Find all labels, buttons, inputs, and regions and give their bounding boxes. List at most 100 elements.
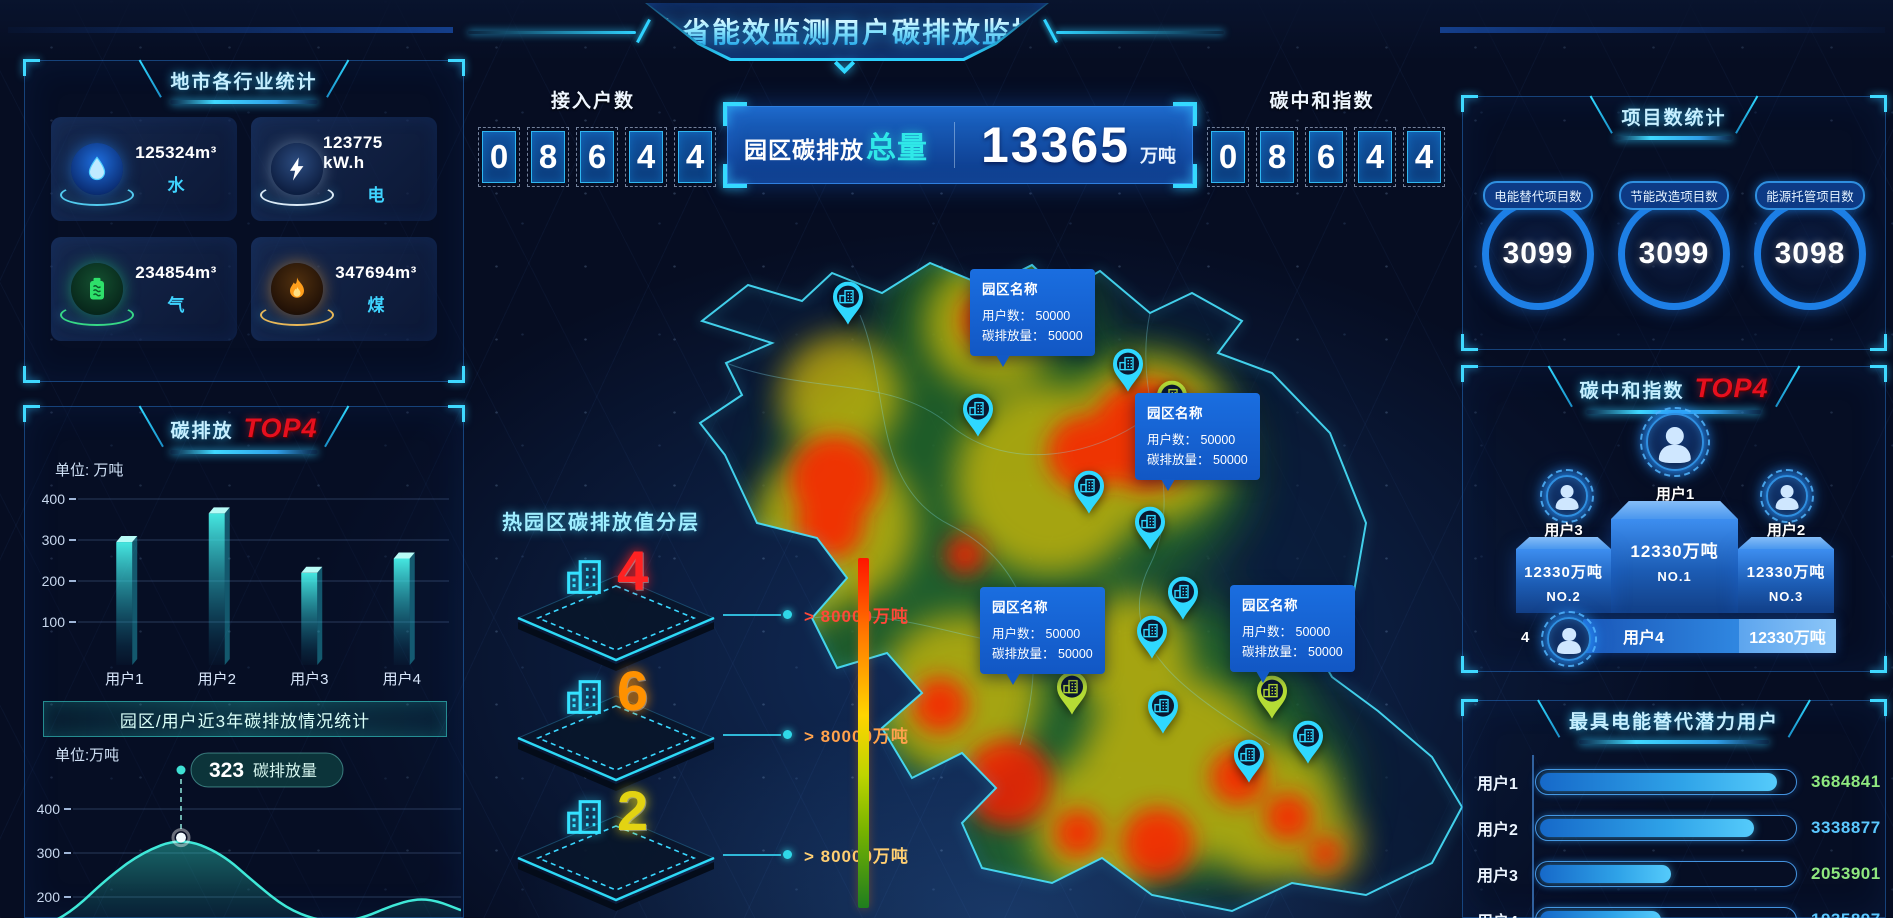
total-emission-label: 园区碳排放总量 (743, 132, 928, 165)
stat-value: 123775 kW.h (323, 132, 383, 172)
divider (953, 122, 955, 168)
digit-box: 8 (527, 127, 569, 187)
stat-card-coal: 347694m³ 煤 (251, 237, 437, 341)
history-stats-button[interactable]: 园区/用户近3年碳排放情况统计 (43, 701, 447, 737)
user-value: 3684841 (1811, 772, 1881, 791)
digit-box: 0 (478, 127, 520, 187)
header-title-plate: 全省能效监测用户碳排放监控 (645, 3, 1049, 61)
park-marker-pin[interactable] (831, 281, 865, 326)
dot-icon (783, 850, 792, 859)
rank1-value: 12330万吨 (1630, 542, 1719, 561)
podium-third: 12330万吨 NO.3 (1738, 537, 1834, 613)
project-circle: 3099 (1618, 198, 1730, 310)
stat-label: 水 (167, 175, 185, 195)
stat-card-gas: 234854m³ 气 (51, 237, 237, 341)
tooltip-users: 用户数： 50000 (1242, 625, 1331, 639)
access-digits: 0 8 6 4 4 (478, 127, 716, 187)
park-tooltip: 园区名称 用户数： 50000 碳排放量： 50000 (1230, 585, 1355, 683)
progress-fill (1540, 819, 1755, 837)
project-stat: 能源托管项目数 3098 (1743, 181, 1877, 310)
user-value: 3338877 (1811, 818, 1881, 837)
svg-text:400: 400 (42, 491, 66, 507)
user-value: 2053901 (1811, 864, 1881, 883)
water-drop-icon (60, 143, 134, 206)
potential-user-row: 用户3 2053901 (1477, 851, 1880, 897)
layers-section-title: 热园区碳排放值分层 (502, 512, 700, 534)
avatar-ring (1640, 407, 1710, 477)
svg-text:323: 323 (209, 759, 244, 782)
neutral-index-group: 碳中和指数 0 8 6 4 4 (1207, 86, 1445, 187)
park-marker-pin[interactable] (1232, 739, 1266, 784)
podium-second: 12330万吨 NO.2 (1516, 537, 1611, 613)
rank4-user: 用户4 (1623, 630, 1664, 647)
gas-tank-icon (60, 263, 134, 326)
park-marker-pin[interactable] (1146, 690, 1180, 735)
neutral-digits: 0 8 6 4 4 (1207, 127, 1445, 187)
progress-fill (1540, 911, 1661, 918)
panel-title: 地市各行业统计 (170, 72, 318, 93)
layer-threshold: > 80000万吨 (804, 847, 909, 866)
svg-text:用户4: 用户4 (383, 671, 421, 688)
svg-text:用户2: 用户2 (198, 671, 236, 688)
dot-icon (783, 610, 792, 619)
rank2-value: 12330万吨 (1524, 564, 1603, 581)
potential-rows: 用户1 3684841 用户2 3338877 用户3 (1477, 759, 1880, 918)
tooltip-title: 园区名称 (982, 282, 1038, 297)
platform-icon (516, 695, 716, 791)
bar-axis-line (1532, 755, 1534, 918)
emission-top4-panel: 碳排放 TOP4 单位: 万吨 400 300 200 100 用户1 用户2 用户3 用户4… (23, 405, 465, 918)
dot-icon (783, 730, 792, 739)
digit-box: 6 (1305, 127, 1347, 187)
park-marker-pin[interactable] (1133, 506, 1167, 551)
tooltip-title: 园区名称 (992, 600, 1048, 615)
project-label: 电能替代项目数 (1483, 181, 1593, 210)
emission-bar-chart: 400 300 200 100 用户1 用户2 用户3 用户4 (42, 491, 449, 688)
rank1-rank: NO.1 (1657, 569, 1692, 584)
park-marker-pin[interactable] (1055, 671, 1089, 716)
layer-link: > 80000万吨 (723, 722, 909, 747)
progress-track (1535, 861, 1797, 887)
rank1-user: 用户1 (1655, 486, 1695, 503)
park-marker-pin[interactable] (1111, 348, 1145, 393)
park-marker-pin[interactable] (1255, 675, 1289, 720)
digit-box: 4 (625, 127, 667, 187)
tooltip-emission: 碳排放量： 50000 (1147, 453, 1248, 467)
panel-title-tab: 项目数统计 (1587, 95, 1760, 140)
park-marker-pin[interactable] (1166, 576, 1200, 621)
user-label: 用户3 (1477, 868, 1518, 885)
park-marker-pin[interactable] (961, 393, 995, 438)
panel-title: 碳中和指数 (1579, 381, 1685, 402)
svg-text:100: 100 (42, 614, 66, 630)
building-icon (561, 794, 607, 840)
project-circles: 电能替代项目数 3099 节能改造项目数 3099 能源托管项目数 3098 (1469, 181, 1879, 310)
bracket-icon (723, 164, 747, 188)
panel-title-tab: 最具电能替代潜力用户 (1535, 699, 1813, 744)
coal-flame-icon (260, 263, 334, 326)
projects-panel: 项目数统计 电能替代项目数 3099 节能改造项目数 3099 (1461, 95, 1887, 351)
park-marker-pin[interactable] (1135, 615, 1169, 660)
rank4-index: 4 (1521, 629, 1530, 646)
header-line-right (1056, 31, 1224, 34)
park-marker-pin[interactable] (1072, 470, 1106, 515)
park-tooltip: 园区名称 用户数： 50000 碳排放量： 50000 (980, 587, 1105, 685)
potential-users-panel: 最具电能替代潜力用户 用户1 3684841 用户2 (1461, 699, 1887, 918)
stat-card-water: 125324m³ 水 (51, 117, 237, 221)
avatar-ring (1540, 469, 1594, 523)
panel-title: 碳排放 (170, 421, 234, 442)
page-title: 全省能效监测用户碳排放监控 (652, 11, 1042, 51)
user-value: 1935897 (1811, 910, 1881, 918)
park-tooltip: 园区名称 用户数： 50000 碳排放量： 50000 (1135, 393, 1260, 491)
digit-box: 8 (1256, 127, 1298, 187)
park-marker-pin[interactable] (1291, 720, 1325, 765)
digit-box: 4 (1403, 127, 1445, 187)
rank3-value: 12330万吨 (1746, 564, 1826, 581)
project-count: 3099 (1502, 237, 1574, 270)
bar-chart-unit: 单位: 万吨 (55, 462, 124, 479)
layer-row: 2 > 80000万吨 (495, 779, 925, 914)
progress-fill (1540, 865, 1672, 883)
project-circle: 3099 (1482, 198, 1594, 310)
avatar-rank1 (1646, 413, 1704, 471)
stat-cards: 125324m³ 水 123775 kW.h 电 (51, 117, 437, 341)
area-chart-unit: 单位:万吨 (55, 747, 120, 764)
heatmap-legend-gradient (858, 558, 869, 908)
